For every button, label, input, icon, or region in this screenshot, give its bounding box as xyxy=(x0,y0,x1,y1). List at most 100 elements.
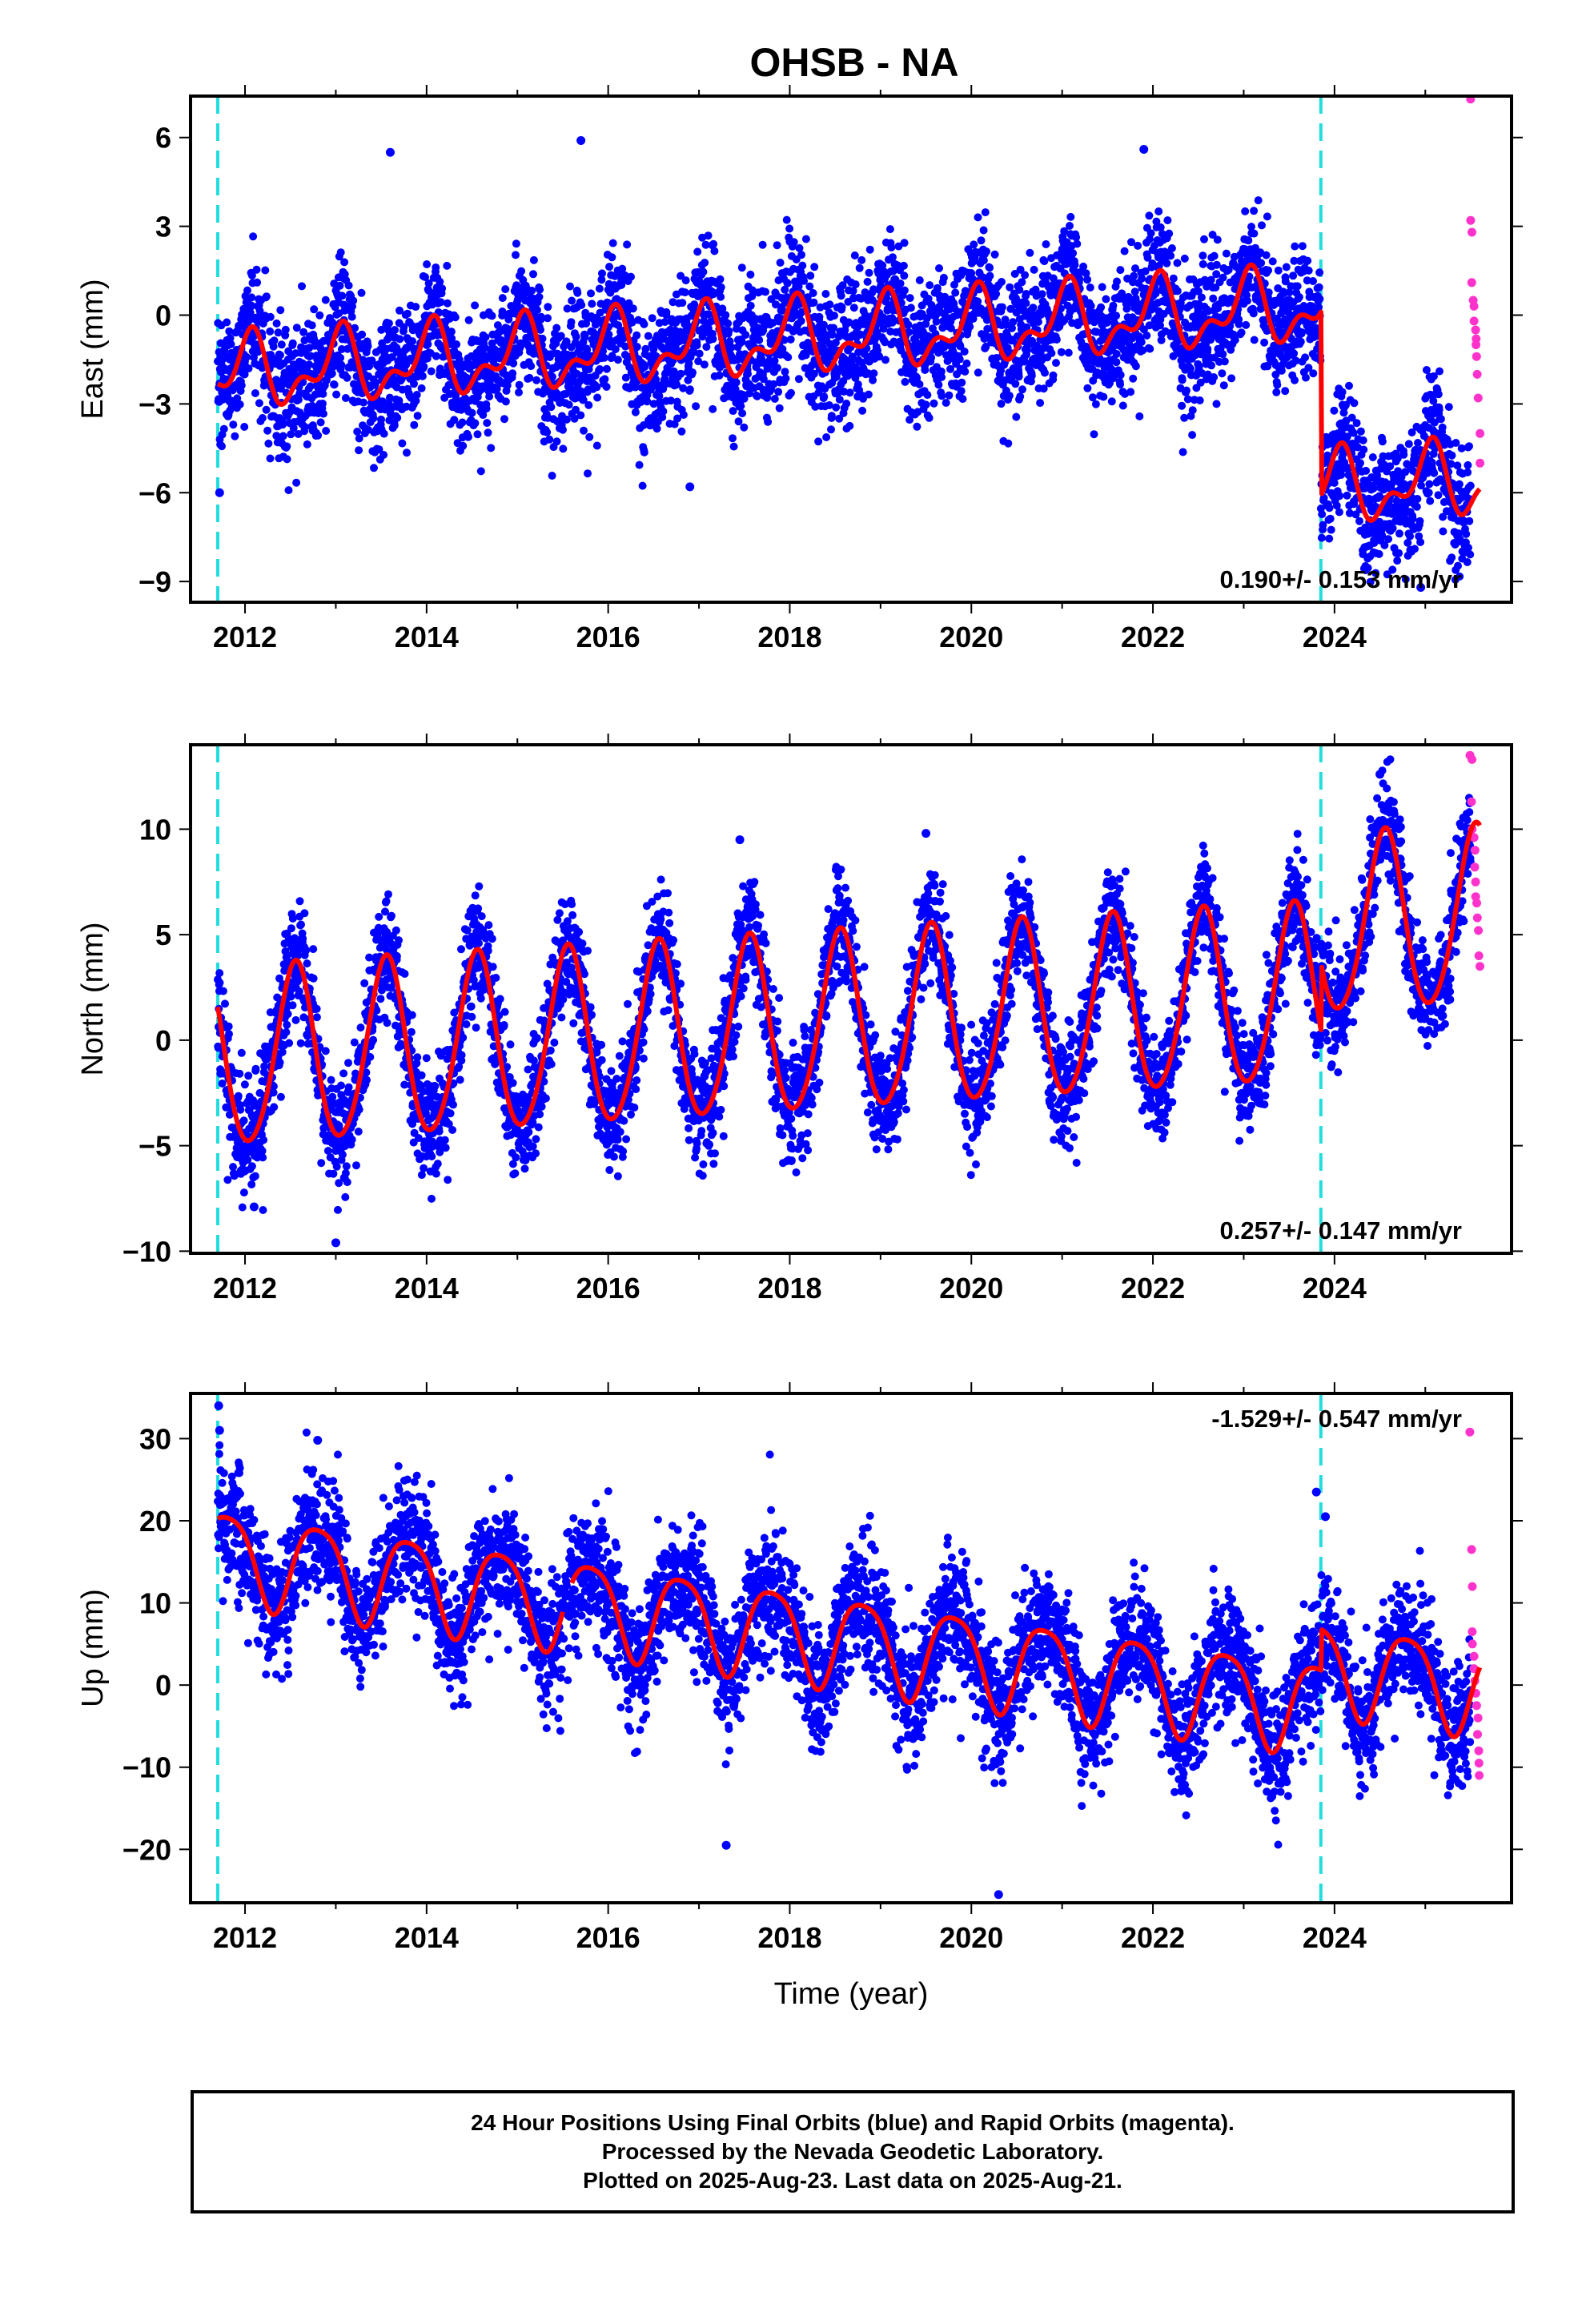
data-point xyxy=(889,253,897,262)
data-point xyxy=(1452,439,1460,447)
data-point xyxy=(272,319,281,328)
data-point xyxy=(528,286,536,295)
data-point xyxy=(789,238,798,247)
data-point xyxy=(369,414,378,423)
data-point xyxy=(758,240,767,249)
data-point xyxy=(729,442,738,451)
data-point xyxy=(552,437,561,446)
data-point xyxy=(559,425,567,434)
data-point xyxy=(725,337,734,346)
data-point xyxy=(734,417,743,426)
y-tick-label: −3 xyxy=(139,388,171,420)
data-point xyxy=(1116,371,1125,380)
rapid-point xyxy=(1472,340,1481,349)
data-point xyxy=(225,327,234,336)
data-point xyxy=(797,316,805,325)
data-point xyxy=(310,305,319,314)
data-point xyxy=(1069,249,1078,258)
data-point xyxy=(631,408,640,416)
data-point xyxy=(1378,437,1387,446)
data-point xyxy=(529,270,537,279)
data-point xyxy=(699,267,708,276)
data-point xyxy=(605,263,613,271)
velocity-label: 0.190+/- 0.153 mm/yr xyxy=(1220,565,1462,593)
data-point xyxy=(218,442,226,451)
data-point xyxy=(1073,239,1082,248)
data-point xyxy=(563,304,572,313)
data-point xyxy=(247,301,255,310)
data-point xyxy=(379,451,388,459)
data-point xyxy=(238,1203,247,1212)
data-point xyxy=(316,418,325,427)
data-point xyxy=(337,360,346,369)
data-point xyxy=(544,314,552,323)
data-point xyxy=(294,430,303,438)
data-point xyxy=(679,384,688,392)
data-point xyxy=(479,411,488,420)
data-point xyxy=(1126,388,1135,396)
data-point xyxy=(319,409,327,418)
data-point xyxy=(573,288,582,297)
data-point xyxy=(1235,320,1243,328)
data-point xyxy=(631,383,640,392)
data-point xyxy=(1263,212,1271,221)
data-point xyxy=(515,380,524,389)
data-point xyxy=(1465,442,1473,451)
data-point xyxy=(1210,373,1219,381)
data-point xyxy=(305,360,313,369)
data-point xyxy=(863,277,872,286)
data-point xyxy=(781,368,789,376)
data-point xyxy=(274,328,283,337)
data-point xyxy=(981,208,990,217)
data-point xyxy=(1188,431,1197,440)
data-point xyxy=(219,424,228,433)
data-point xyxy=(432,263,440,271)
data-point-extreme xyxy=(1139,145,1149,155)
data-point xyxy=(849,304,858,312)
data-point xyxy=(1167,244,1176,252)
data-point xyxy=(865,245,874,254)
data-point xyxy=(548,472,556,480)
data-point-extreme xyxy=(685,482,695,492)
data-point xyxy=(885,225,894,234)
data-point xyxy=(974,297,982,306)
data-point xyxy=(1295,293,1303,301)
data-point xyxy=(906,304,915,312)
data-point xyxy=(692,402,701,411)
data-point xyxy=(1040,257,1049,266)
data-point xyxy=(485,392,494,401)
data-point xyxy=(628,304,637,313)
data-point xyxy=(1102,295,1110,304)
data-point xyxy=(1326,514,1335,523)
data-point xyxy=(945,391,954,400)
data-point xyxy=(253,278,262,287)
data-point xyxy=(737,402,745,410)
data-point xyxy=(1041,368,1049,377)
data-point xyxy=(349,296,358,305)
data-point xyxy=(313,366,322,375)
data-point xyxy=(1436,415,1445,424)
data-point xyxy=(1264,288,1273,297)
data-point xyxy=(1315,295,1324,304)
data-point xyxy=(1262,251,1271,259)
data-point xyxy=(577,300,586,309)
data-point xyxy=(690,300,699,309)
plot-area xyxy=(214,96,1485,602)
data-point xyxy=(1356,427,1365,436)
rapid-point xyxy=(1472,352,1481,361)
data-point xyxy=(582,319,591,328)
data-point xyxy=(921,366,930,374)
data-point xyxy=(1086,302,1095,310)
data-point xyxy=(391,326,400,334)
data-point xyxy=(234,1092,243,1100)
data-point xyxy=(226,334,235,343)
data-point xyxy=(1212,260,1221,269)
data-point xyxy=(1368,453,1377,461)
data-point xyxy=(424,340,432,348)
data-point xyxy=(1317,533,1326,542)
data-point xyxy=(1257,259,1266,267)
data-point xyxy=(1146,229,1155,238)
data-point xyxy=(782,215,791,224)
data-point xyxy=(572,405,580,414)
